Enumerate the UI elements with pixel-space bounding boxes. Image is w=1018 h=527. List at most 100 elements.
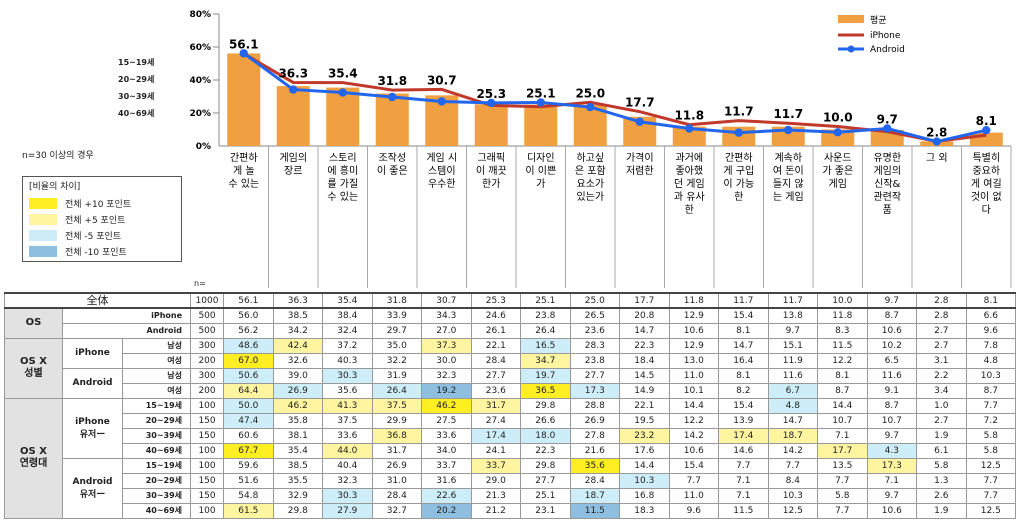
category-label: 이 깨끗 <box>476 165 507 177</box>
point-android <box>239 49 248 58</box>
value-cell: 21.3 <box>470 487 522 504</box>
value-cell: 17.4 <box>718 427 769 444</box>
value-cell: 6.6 <box>965 307 1017 324</box>
value-cell: 16.5 <box>520 337 571 354</box>
legend-swatch <box>29 229 57 241</box>
category-label: 계속하 <box>774 151 802 164</box>
value-cell: 22.3 <box>619 337 670 354</box>
value-cell: 32.9 <box>272 487 324 504</box>
n-cell: 150 <box>190 427 225 444</box>
value-cell: 11.0 <box>668 367 720 384</box>
table-row: 여성 200 64.4 26.9 35.6 26.4 19.2 23.6 36.5 17.3 14.… <box>5 382 1017 399</box>
point-android <box>883 124 892 133</box>
value-cell: 59.6 <box>223 457 274 474</box>
value-cell: 13.9 <box>718 412 769 429</box>
value-cell: 14.9 <box>619 382 670 399</box>
value-cell: 38.5 <box>272 457 324 474</box>
value-cell: 46.2 <box>421 397 472 414</box>
value-cell: 9.7 <box>767 322 819 339</box>
value-cell: 18.3 <box>619 502 670 519</box>
value-cell: 39.0 <box>272 367 324 384</box>
value-cell: 7.8 <box>965 337 1017 354</box>
category-label: 수 있는 <box>228 178 259 190</box>
value-cell: 14.4 <box>817 397 868 414</box>
bar-average <box>672 126 706 146</box>
value-cell: 20.2 <box>421 502 472 519</box>
category-label: 이 좋은 <box>377 165 408 177</box>
value-cell: 34.7 <box>520 352 571 369</box>
value-cell: 2.7 <box>916 322 967 339</box>
difference-legend-title: [비율의 차이] <box>29 182 81 192</box>
value-cell: 40.3 <box>322 352 373 369</box>
table-row: 30~39세 150 60.6 38.1 33.6 36.8 33.6 17.4 18.0 27.… <box>5 427 1017 444</box>
value-cell: 24.1 <box>470 442 522 459</box>
value-cell: 17.6 <box>619 442 670 459</box>
value-cell: 14.7 <box>767 412 819 429</box>
value-cell: 33.7 <box>421 457 472 474</box>
data-label: 17.7 <box>625 96 655 110</box>
n-cell: 150 <box>190 487 225 504</box>
bar-average <box>474 104 508 146</box>
point-android <box>932 137 941 146</box>
row-label: 20~29세 <box>121 472 192 489</box>
point-android <box>487 98 496 108</box>
value-cell: 7.1 <box>718 472 769 489</box>
value-cell: 23.6 <box>569 322 621 339</box>
value-cell: 7.7 <box>965 487 1017 504</box>
value-cell: 56.1 <box>223 292 274 309</box>
category-label: 요소가 <box>576 178 604 190</box>
row-label: 15~19세 <box>121 457 192 474</box>
value-cell: 7.1 <box>866 472 918 489</box>
category-label: 과거에 <box>675 152 703 164</box>
value-cell: 12.2 <box>817 352 868 369</box>
value-cell: 48.6 <box>223 337 274 354</box>
category-label: 수 있는 <box>327 191 358 203</box>
value-cell: 31.6 <box>421 472 472 489</box>
value-cell: 10.3 <box>965 367 1017 384</box>
value-cell: 15.4 <box>718 307 769 324</box>
category-label: 가 <box>536 178 545 190</box>
value-cell: 25.0 <box>569 292 621 309</box>
value-cell: 33.9 <box>371 307 423 324</box>
value-cell: 9.7 <box>866 487 918 504</box>
difference-legend: [비율의 차이] 전체 +10 포인트 전체 +5 포인트 전체 -5 포인트 … <box>22 176 182 262</box>
value-cell: 10.6 <box>866 322 918 339</box>
value-cell: 38.4 <box>322 307 373 324</box>
category-label: 간편하 <box>725 151 753 164</box>
value-cell: 17.4 <box>470 427 522 444</box>
value-cell: 27.0 <box>421 322 472 339</box>
category-label: 저렴한 <box>626 164 654 177</box>
value-cell: 31.9 <box>371 367 423 384</box>
n-cell: 100 <box>190 397 225 414</box>
value-cell: 5.8 <box>965 427 1017 444</box>
value-cell: 16.8 <box>619 487 670 504</box>
value-cell: 10.3 <box>619 472 670 489</box>
table-row: OS iPhone 500 56.0 38.5 38.4 33.9 34.3 24.6 23.8 2… <box>4 307 1017 339</box>
data-label: 25.3 <box>476 87 506 101</box>
category-label: 던 게임 <box>674 177 705 190</box>
value-cell: 5.8 <box>817 487 868 504</box>
point-android <box>338 88 347 97</box>
value-cell: 36.3 <box>272 292 324 309</box>
value-cell: 67.7 <box>223 442 274 459</box>
category-label: 조작성 <box>378 152 406 164</box>
value-cell: 7.7 <box>718 457 769 474</box>
point-android <box>388 92 397 102</box>
point-android <box>289 85 298 94</box>
value-cell: 8.1 <box>965 292 1017 309</box>
value-cell: 2.2 <box>916 367 967 384</box>
value-cell: 22.3 <box>520 442 571 459</box>
point-android <box>784 125 793 135</box>
value-cell: 28.3 <box>569 337 621 354</box>
value-cell: 1.0 <box>916 397 967 414</box>
value-cell: 5.8 <box>965 442 1017 459</box>
category-label: 가격이 <box>626 151 654 164</box>
category-label: 그 외 <box>926 152 948 164</box>
data-label: 8.1 <box>976 114 997 128</box>
value-cell: 28.4 <box>371 487 423 504</box>
category-label: 게 구입 <box>723 164 754 177</box>
table-row: 30~39세 150 54.8 32.9 30.3 28.4 22.6 21.3 25.1 18.… <box>5 487 1017 504</box>
value-cell: 33.6 <box>421 427 472 444</box>
data-label: 35.4 <box>328 67 358 81</box>
value-cell: 21.2 <box>470 502 522 519</box>
